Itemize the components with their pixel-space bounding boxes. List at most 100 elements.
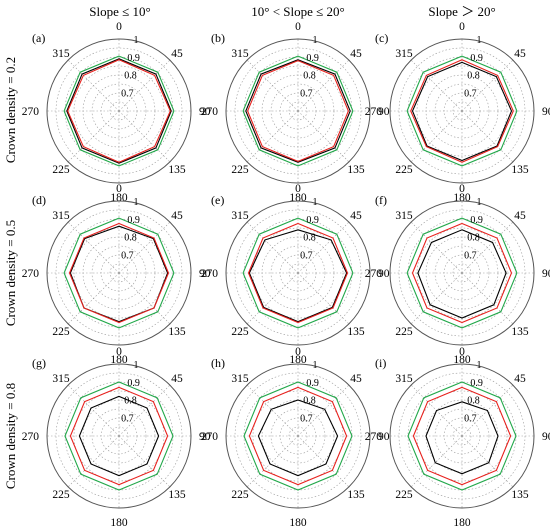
grid-spoke [118, 435, 171, 488]
grid-circle [452, 426, 472, 446]
radial-tick-label: 1 [134, 35, 139, 46]
panel-label: (d) [32, 193, 46, 207]
radial-tick-label: 0.7 [300, 88, 313, 99]
grid-circle [288, 101, 308, 121]
angle-tick-label: 45 [171, 373, 183, 385]
angle-tick-label: 270 [365, 268, 383, 280]
radar-panel: 0.7 0.8 0.9 1 0 45 90 135 180 225 270 315 (i) [365, 346, 550, 529]
grid-spoke [297, 435, 350, 488]
series-line [407, 381, 517, 491]
angle-tick-label: 180 [453, 517, 471, 529]
radar-panel: 0.7 0.8 0.9 1 0 45 90 135 180 225 270 315 (h) [201, 346, 390, 529]
angle-tick-label: 45 [514, 210, 526, 222]
grid-circle [91, 408, 147, 464]
radial-tick-label: 0.8 [303, 233, 316, 244]
grid-circle [270, 408, 326, 464]
radial-tick-label: 1 [477, 35, 482, 46]
angle-tick-label: 180 [289, 354, 307, 366]
grid-circle [434, 408, 490, 464]
radial-tick-label: 0.9 [470, 378, 483, 389]
radial-tick-label: 1 [313, 35, 318, 46]
grid-spoke [246, 384, 299, 437]
grid-circle [252, 65, 344, 157]
grid-circle [288, 426, 308, 446]
grid-circle [434, 83, 490, 139]
angle-tick-label: 90 [378, 431, 390, 443]
grid-spoke [297, 384, 350, 437]
series-line [247, 222, 349, 324]
radial-tick-label: 1 [313, 360, 318, 371]
angle-tick-label: 90 [199, 106, 211, 118]
angle-tick-label: 135 [511, 326, 529, 338]
grid-circle [270, 245, 326, 301]
angle-tick-label: 180 [453, 354, 471, 366]
angle-tick-label: 225 [395, 164, 413, 176]
angle-tick-label: 90 [199, 431, 211, 443]
angle-tick-label: 225 [395, 489, 413, 501]
grid-circle [73, 227, 165, 319]
series-line [257, 399, 339, 477]
outer-circle [389, 38, 535, 184]
radial-tick-label: 0.9 [127, 53, 140, 64]
panels-group: 0.70.80.9104590135180225270315(a)0.70.80… [22, 21, 550, 529]
grid-spoke [246, 110, 299, 163]
angle-tick-label: 90 [378, 268, 390, 280]
angle-tick-label: 270 [22, 106, 40, 118]
series-line [248, 386, 348, 486]
grid-spoke [118, 272, 171, 325]
outer-circle [46, 38, 192, 184]
radial-tick-label: 0.8 [467, 233, 480, 244]
grid-circle [91, 83, 147, 139]
radial-tick-label: 0.7 [300, 250, 313, 261]
radar-panel: 0.7 0.8 0.9 1 0 45 90 135 180 225 270 315 (d) [22, 183, 211, 366]
series-line [64, 381, 174, 491]
angle-tick-label: 0 [116, 346, 122, 358]
grid-spoke [67, 59, 120, 112]
radial-tick-label: 0.7 [121, 88, 134, 99]
angle-tick-label: 315 [395, 210, 413, 222]
angle-tick-label: 0 [459, 21, 465, 33]
grid-circle [252, 390, 344, 482]
angle-tick-label: 315 [395, 373, 413, 385]
radial-tick-label: 0.8 [303, 396, 316, 407]
series-line [406, 217, 518, 329]
angle-tick-label: 225 [231, 164, 249, 176]
panel-label: (g) [32, 356, 46, 370]
grid-spoke [67, 384, 120, 437]
angle-tick-label: 180 [110, 354, 128, 366]
outer-circle [225, 200, 371, 346]
grid-circle [109, 101, 129, 121]
grid-spoke [67, 272, 120, 325]
angle-tick-label: 270 [22, 268, 40, 280]
angle-tick-label: 135 [511, 489, 529, 501]
grid-circle [252, 227, 344, 319]
radial-tick-label: 0.7 [464, 88, 477, 99]
angle-tick-label: 315 [231, 210, 249, 222]
radial-tick-label: 0.7 [121, 413, 134, 424]
series-line [68, 222, 170, 324]
row-title-1: Crown density = 0.2 [3, 57, 18, 163]
angle-tick-label: 45 [350, 373, 362, 385]
series-line [242, 55, 354, 167]
grid-spoke [297, 272, 350, 325]
grid-spoke [67, 435, 120, 488]
figure-titles: Slope ≤ 10° 10° < Slope ≤ 20° Slope ＞ 20… [3, 4, 496, 489]
series-line [412, 386, 512, 486]
panel-label: (c) [375, 31, 388, 45]
grid-circle [416, 390, 508, 482]
radial-tick-label: 0.7 [121, 250, 134, 261]
outer-circle [389, 363, 535, 509]
angle-tick-label: 0 [116, 183, 122, 195]
series-line [417, 229, 507, 319]
angle-tick-label: 45 [514, 48, 526, 60]
grid-spoke [410, 221, 463, 274]
radial-tick-label: 0.9 [127, 378, 140, 389]
angle-tick-label: 315 [231, 373, 249, 385]
angle-tick-label: 135 [511, 164, 529, 176]
series-line [66, 58, 172, 164]
radial-tick-label: 0.8 [303, 71, 316, 82]
